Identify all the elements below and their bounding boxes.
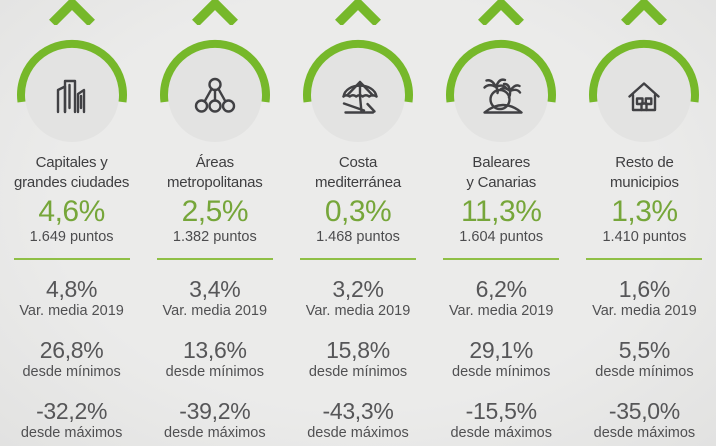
stat-label: Var. media 2019 [19,303,124,319]
column-resto-municipios: Resto de municipios 1,3% 1.410 puntos 1,… [573,0,716,446]
house-icon [589,39,700,142]
stat-label: desde mínimos [165,364,264,380]
palm-island-icon [446,39,557,142]
main-percentage: 2,5% [181,195,249,228]
category-label: Resto de municipios [609,154,679,191]
main-percentage: 11,3% [461,195,542,228]
stat-desde-minimos: 15,8% desde mínimos [309,337,407,382]
column-areas-metropolitanas: Áreas metropolitanas 2,5% 1.382 puntos 3… [143,0,286,446]
stat-desde-maximos: -35,0% desde máximos [594,398,696,443]
column-capitales: Capitales y grandes ciudades 4,6% 1.649 … [0,0,143,446]
stat-label: Var. media 2019 [448,303,554,319]
stat-label: desde máximos [164,425,266,441]
column-baleares-canarias: Baleares y Canarias 11,3% 1.604 puntos 6… [430,0,573,446]
stat-value: 5,5% [618,337,671,363]
stat-value: 3,4% [189,276,241,302]
up-chevron-icon [478,0,525,25]
up-chevron-icon [191,0,238,25]
category-label: Baleares y Canarias [466,154,537,191]
stat-value: 3,2% [332,276,384,302]
column-costa-mediterranea: Costa mediterránea 0,3% 1.468 puntos 3,2… [286,0,429,446]
stat-label: desde mínimos [22,364,121,380]
network-icon [159,39,270,142]
stat-desde-minimos: 29,1% desde mínimos [452,337,550,382]
stat-var-media: 6,2% Var. media 2019 [449,276,554,321]
divider-line [13,258,130,260]
buildings-icon [16,39,127,142]
points-value: 1.410 puntos [602,229,687,245]
up-chevron-icon [335,0,381,25]
stat-desde-minimos: 5,5% desde mínimos [595,337,693,382]
stat-desde-maximos: -32,2% desde máximos [21,398,123,443]
stat-var-media: 3,2% Var. media 2019 [306,276,411,321]
stat-value: -35,0% [608,398,680,424]
stat-value: -32,2% [36,398,108,424]
stat-value: -43,3% [322,398,394,424]
category-label: Áreas metropolitanas [167,154,263,191]
stat-desde-minimos: 13,6% desde mínimos [166,337,264,382]
stat-label: Var. media 2019 [305,303,411,319]
divider-line [156,258,273,260]
stat-desde-maximos: -43,3% desde máximos [307,398,409,443]
up-chevron-icon [48,0,95,25]
stat-value: -39,2% [179,398,251,424]
divider-line [586,258,703,260]
stat-label: Var. media 2019 [592,303,697,319]
points-value: 1.604 puntos [459,229,544,245]
stat-value: 4,8% [45,276,98,302]
stat-value: 15,8% [326,337,390,363]
up-chevron-icon [621,0,668,25]
points-value: 1.468 puntos [316,229,400,245]
stat-value: 29,1% [469,337,534,363]
points-value: 1.382 puntos [172,229,257,245]
main-percentage: 0,3% [324,195,392,228]
stat-label: Var. media 2019 [162,303,268,319]
beach-umbrella-icon [303,39,413,142]
stat-value: 1,6% [618,276,671,302]
divider-line [443,258,560,260]
main-percentage: 1,3% [611,195,678,228]
main-percentage: 4,6% [38,195,105,228]
stat-value: -15,5% [465,398,537,424]
points-value: 1.649 puntos [29,229,114,245]
stat-label: desde máximos [307,425,409,441]
stat-label: desde máximos [450,425,552,441]
stat-label: desde mínimos [308,364,408,380]
stat-var-media: 3,4% Var. media 2019 [163,276,268,321]
stat-label: desde mínimos [595,364,694,380]
stat-value: 13,6% [182,337,247,363]
divider-line [300,258,416,260]
stat-value: 26,8% [39,337,104,363]
category-label: Capitales y grandes ciudades [13,154,130,191]
category-label: Costa mediterránea [315,154,401,191]
stat-var-media: 4,8% Var. media 2019 [19,276,124,321]
stat-desde-maximos: -39,2% desde máximos [164,398,266,443]
stat-label: desde máximos [593,425,696,441]
stat-desde-maximos: -15,5% desde máximos [450,398,552,443]
stat-label: desde máximos [20,425,123,441]
stat-desde-minimos: 26,8% desde mínimos [22,337,120,382]
stat-var-media: 1,6% Var. media 2019 [592,276,697,321]
stat-label: desde mínimos [452,364,551,380]
stat-value: 6,2% [475,276,528,302]
